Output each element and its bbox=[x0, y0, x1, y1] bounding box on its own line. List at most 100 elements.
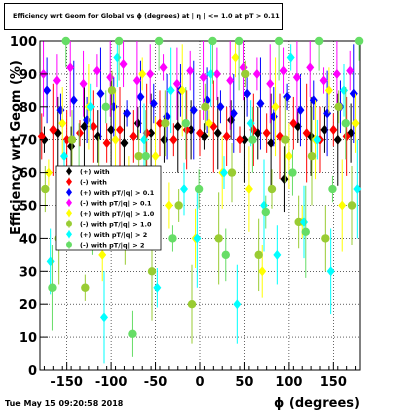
y-tick-label: 70 bbox=[19, 134, 37, 149]
data-point bbox=[280, 174, 289, 185]
data-point bbox=[76, 128, 84, 139]
data-point bbox=[189, 105, 198, 116]
data-point bbox=[236, 134, 244, 145]
data-point bbox=[107, 86, 117, 95]
data-point bbox=[168, 234, 177, 243]
legend-marker bbox=[66, 220, 72, 227]
data-point bbox=[43, 85, 52, 96]
legend-marker bbox=[66, 230, 72, 239]
data-point bbox=[41, 184, 50, 194]
data-point bbox=[86, 101, 95, 112]
data-point bbox=[141, 151, 150, 161]
legend-label: (-) with bbox=[80, 178, 107, 186]
data-point bbox=[284, 151, 293, 162]
data-point bbox=[166, 85, 175, 96]
data-point bbox=[181, 119, 190, 128]
data-point bbox=[289, 118, 298, 129]
data-point bbox=[231, 52, 240, 63]
timestamp: Tue May 15 09:20:58 2018 bbox=[5, 399, 124, 408]
data-point bbox=[129, 131, 138, 142]
data-point bbox=[60, 151, 68, 162]
data-point bbox=[353, 184, 362, 195]
data-point bbox=[160, 134, 169, 145]
data-point bbox=[229, 108, 238, 119]
data-point bbox=[69, 95, 78, 106]
y-tick-label: 60 bbox=[19, 167, 37, 182]
x-tick-label: -100 bbox=[95, 375, 128, 390]
data-point bbox=[328, 184, 337, 194]
data-point bbox=[147, 267, 157, 276]
legend-box bbox=[55, 165, 162, 251]
x-tick-label: 150 bbox=[320, 375, 347, 390]
y-tick-label: 50 bbox=[19, 200, 37, 215]
y-tick-label: 80 bbox=[19, 101, 37, 116]
data-point bbox=[248, 135, 257, 144]
data-point bbox=[67, 141, 76, 152]
y-tick-label: 40 bbox=[19, 232, 37, 247]
data-point bbox=[266, 78, 275, 89]
data-point bbox=[324, 85, 333, 96]
data-point bbox=[161, 119, 170, 128]
data-point bbox=[354, 36, 364, 46]
data-point bbox=[149, 98, 158, 109]
data-point bbox=[138, 68, 147, 79]
data-point bbox=[208, 36, 217, 46]
data-point bbox=[154, 36, 164, 46]
data-point bbox=[212, 68, 221, 79]
data-point bbox=[294, 217, 303, 227]
data-point bbox=[227, 168, 237, 177]
data-point bbox=[193, 233, 202, 244]
data-point bbox=[114, 36, 124, 46]
data-point bbox=[307, 151, 317, 161]
data-point bbox=[267, 137, 276, 148]
data-point bbox=[346, 65, 355, 76]
data-point bbox=[119, 59, 128, 70]
data-point bbox=[240, 134, 249, 145]
data-point bbox=[96, 88, 105, 99]
data-point bbox=[281, 135, 290, 144]
data-point bbox=[98, 249, 107, 260]
y-tick-label: 90 bbox=[19, 68, 37, 83]
data-point bbox=[180, 184, 188, 195]
data-point bbox=[256, 98, 265, 109]
data-point bbox=[351, 118, 360, 129]
data-point bbox=[271, 101, 280, 112]
y-tick-label: 100 bbox=[10, 35, 37, 50]
data-point bbox=[234, 36, 244, 46]
data-point bbox=[187, 124, 196, 135]
legend-label: (+) with pT/|q| > 2 bbox=[80, 231, 147, 240]
data-point bbox=[273, 249, 282, 260]
data-point bbox=[329, 124, 338, 135]
data-point bbox=[274, 36, 284, 46]
data-point bbox=[254, 250, 263, 260]
legend: (+) with(-) with(+) with pT/|q| > 0.1(-)… bbox=[55, 165, 162, 251]
data-point bbox=[151, 151, 160, 162]
data-point bbox=[196, 128, 204, 139]
data-point bbox=[111, 134, 120, 145]
data-point bbox=[347, 201, 357, 210]
data-point bbox=[178, 85, 187, 96]
data-point bbox=[204, 118, 213, 129]
x-tick-label: -50 bbox=[144, 375, 168, 390]
data-point bbox=[262, 128, 271, 139]
data-point bbox=[258, 266, 267, 277]
legend-marker bbox=[66, 209, 72, 218]
data-point bbox=[321, 234, 330, 243]
data-point bbox=[174, 201, 183, 210]
data-point bbox=[182, 124, 191, 135]
data-point bbox=[334, 102, 343, 112]
data-point bbox=[100, 312, 108, 323]
data-point bbox=[172, 78, 181, 89]
x-tick-label: -150 bbox=[50, 375, 83, 390]
data-point bbox=[333, 134, 342, 145]
data-point bbox=[288, 168, 297, 177]
data-point bbox=[216, 101, 225, 112]
legend-marker bbox=[66, 198, 72, 207]
data-point bbox=[81, 283, 90, 292]
data-point bbox=[93, 131, 102, 142]
legend-label: (+) with pT/|q| > 0.1 bbox=[80, 189, 155, 198]
chart-title: Efficiency wrt Geom for Global vs ϕ (deg… bbox=[4, 3, 283, 30]
data-point bbox=[213, 128, 222, 139]
data-point bbox=[44, 167, 53, 178]
